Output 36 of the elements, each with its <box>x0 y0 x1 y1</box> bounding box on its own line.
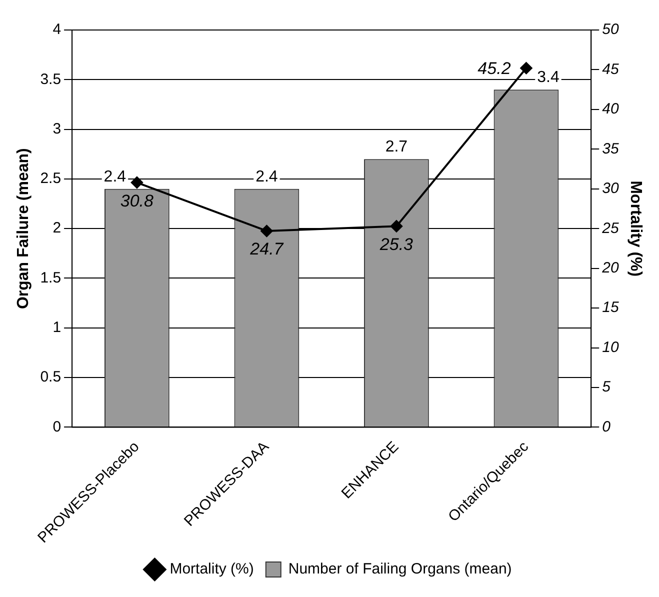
point <box>260 224 273 237</box>
y-axis-title: Organ Failure (mean) <box>15 148 32 310</box>
legend-label: Number of Failing Organs (mean) <box>288 560 512 578</box>
y-tick-label: 3 <box>52 120 62 138</box>
y2-axis-title: Mortality (%) <box>626 180 644 277</box>
data-label: 3.4 <box>537 68 560 86</box>
y-tick-label: 0.5 <box>40 368 62 386</box>
y-tick-label: 4 <box>52 21 62 38</box>
point <box>520 62 532 74</box>
point <box>130 176 143 189</box>
y-tick-label: 1 <box>52 319 62 336</box>
point <box>390 220 402 232</box>
y2-tick-label: 35 <box>602 140 620 158</box>
y2-tick-label: 20 <box>601 259 620 276</box>
y2-tick-label: 15 <box>602 299 620 316</box>
y-tick-label: 2.5 <box>40 170 62 188</box>
y2-tick-label: 50 <box>602 21 620 38</box>
y2-tick-label: 5 <box>602 378 612 396</box>
y-tick-label: 3.5 <box>40 70 62 88</box>
y2-tick-label: 45 <box>602 60 620 78</box>
data-label: 24.7 <box>249 240 284 259</box>
y2-tick-label: 25 <box>601 220 620 237</box>
data-label: 2.4 <box>256 168 278 186</box>
y2-tick-label: 0 <box>602 418 612 436</box>
data-label: 30.8 <box>120 191 154 210</box>
legend-label: Mortality (%) <box>170 560 254 578</box>
y-tick-label: 0 <box>52 418 62 436</box>
data-label: 25.3 <box>378 234 414 254</box>
y2-tick-label: 10 <box>602 338 620 356</box>
y2-tick-label: 30 <box>602 180 620 198</box>
y2-tick-label: 40 <box>602 100 620 118</box>
y-tick-label: 2 <box>52 220 62 237</box>
data-label: 45.2 <box>478 58 512 78</box>
data-label: 2.7 <box>385 138 408 156</box>
y-tick-label: 1.5 <box>40 269 62 286</box>
data-label: 2.4 <box>104 168 126 186</box>
